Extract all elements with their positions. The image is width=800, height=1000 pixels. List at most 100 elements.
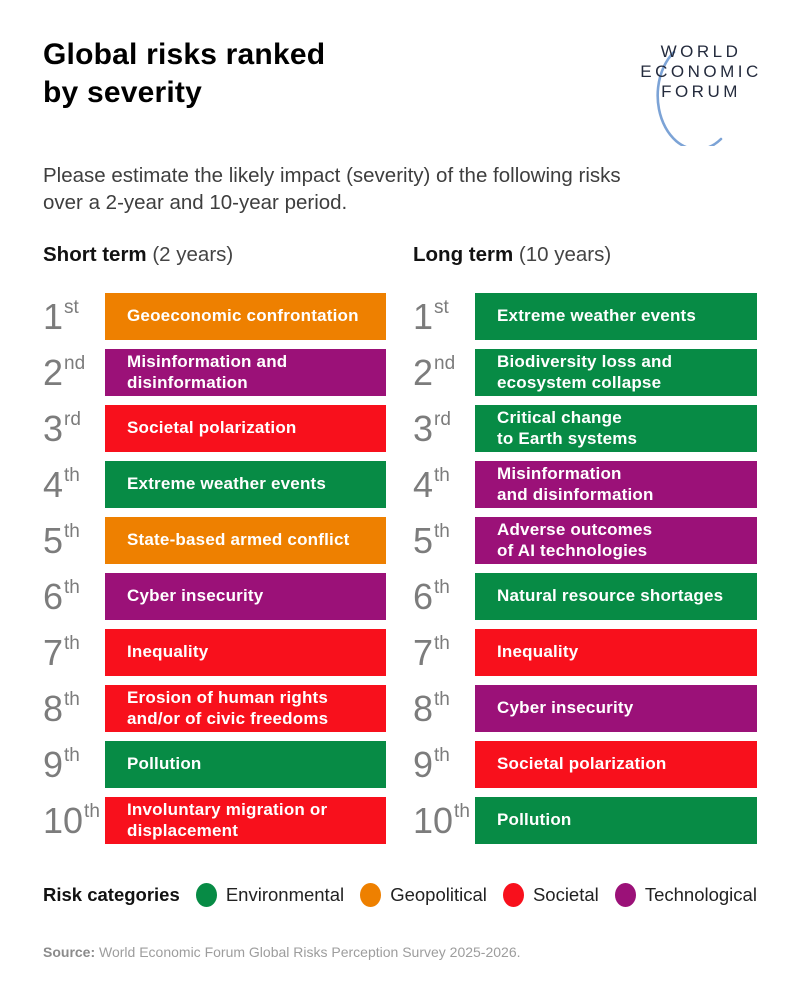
rank-number: 7	[413, 631, 434, 673]
legend-item-geopolitical: Geopolitical	[360, 883, 487, 907]
legend-item-label: Geopolitical	[390, 884, 487, 905]
wef-logo-line2: ECONOMIC	[640, 62, 762, 82]
rank-number: 4	[413, 463, 434, 505]
risk-bar: Societal polarization	[105, 405, 386, 452]
risk-bar: Natural resource shortages	[475, 573, 757, 620]
rank-number: 7	[43, 631, 64, 673]
wef-logo-arc-icon	[656, 50, 723, 146]
rank-suffix: th	[64, 745, 80, 766]
long-term-heading-note: (10 years)	[513, 243, 612, 266]
risk-bar: Involuntary migration or displacement	[105, 797, 386, 844]
source-text: World Economic Forum Global Risks Percep…	[95, 944, 521, 960]
legend-item-technological: Technological	[614, 883, 757, 907]
rank-number: 9	[43, 743, 64, 785]
rank-suffix: nd	[434, 353, 456, 374]
risk-bar: Erosion of human rights and/or of civic …	[105, 685, 386, 732]
rank-suffix: th	[64, 689, 80, 710]
legend: Risk categories Environmental Geopolitic…	[43, 879, 757, 911]
rank-number: 5	[413, 519, 434, 561]
rank-number: 4	[43, 463, 64, 505]
risk-label: Misinformation and disinformation	[127, 351, 288, 392]
legend-item-environmental: Environmental	[195, 883, 345, 907]
rank-number: 6	[413, 575, 434, 617]
risk-bar: Misinformation and disinformation	[475, 461, 757, 508]
rank-suffix: th	[434, 577, 450, 598]
geopolitical-dot-icon	[360, 883, 382, 907]
risk-bar: Extreme weather events	[105, 461, 386, 508]
risk-label: Erosion of human rights and/or of civic …	[127, 687, 329, 728]
risk-bar: Critical change to Earth systems	[475, 405, 757, 452]
risk-label: Biodiversity loss and ecosystem collapse	[497, 351, 673, 392]
risk-bar: Inequality	[105, 629, 386, 676]
risk-bar: Cyber insecurity	[105, 573, 386, 620]
rank-suffix: th	[434, 633, 450, 654]
rank-number: 3	[43, 407, 64, 449]
legend-item-label: Environmental	[225, 884, 345, 905]
rank-suffix: rd	[434, 409, 451, 430]
legend-title: Risk categories	[43, 884, 180, 905]
rank-number: 5	[43, 519, 64, 561]
risk-label: State-based armed conflict	[127, 530, 350, 550]
risk-label: Extreme weather events	[127, 474, 327, 494]
rank-number: 3	[413, 407, 434, 449]
legend-item-societal: Societal	[502, 883, 599, 907]
rank-suffix: th	[434, 689, 450, 710]
risk-label: Misinformation and disinformation	[497, 463, 654, 504]
rank-suffix: th	[64, 521, 80, 542]
risk-label: Cyber insecurity	[127, 586, 264, 606]
rank-suffix: th	[454, 801, 470, 822]
rank-number: 8	[43, 687, 64, 729]
risk-bar: Biodiversity loss and ecosystem collapse	[475, 349, 757, 396]
rank-number: 2	[43, 351, 64, 393]
rank-number: 10	[43, 799, 84, 841]
risk-label: Inequality	[127, 642, 209, 662]
risk-bar: Inequality	[475, 629, 757, 676]
rank-suffix: nd	[64, 353, 86, 374]
risk-bar: Extreme weather events	[475, 293, 757, 340]
rank-suffix: th	[64, 465, 80, 486]
risk-bar: Societal polarization	[475, 741, 757, 788]
rank-number: 10	[413, 799, 454, 841]
wef-logo-line1: WORLD	[660, 42, 742, 61]
wef-logo-text: WORLD ECONOMIC FORUM	[625, 42, 777, 102]
source-note: Source: World Economic Forum Global Risk…	[43, 944, 521, 960]
risk-bar: Cyber insecurity	[475, 685, 757, 732]
legend-item-label: Technological	[644, 884, 757, 905]
rank-suffix: st	[434, 297, 449, 318]
risk-label: Adverse outcomes of AI technologies	[497, 519, 653, 560]
rank-number: 1	[413, 295, 434, 337]
wef-logo: WORLD ECONOMIC FORUM	[625, 42, 777, 146]
wef-logo-line3: FORUM	[661, 82, 741, 102]
rank-suffix: th	[64, 577, 80, 598]
risk-label: Geoeconomic confrontation	[127, 306, 359, 326]
technological-dot-icon	[614, 883, 636, 907]
rank-number: 9	[413, 743, 434, 785]
risk-bar: Misinformation and disinformation	[105, 349, 386, 396]
long-term-heading-bold: Long term	[413, 243, 514, 266]
page-title: Global risks ranked by severity	[43, 38, 326, 110]
short-term-heading-note: (2 years)	[146, 243, 234, 266]
